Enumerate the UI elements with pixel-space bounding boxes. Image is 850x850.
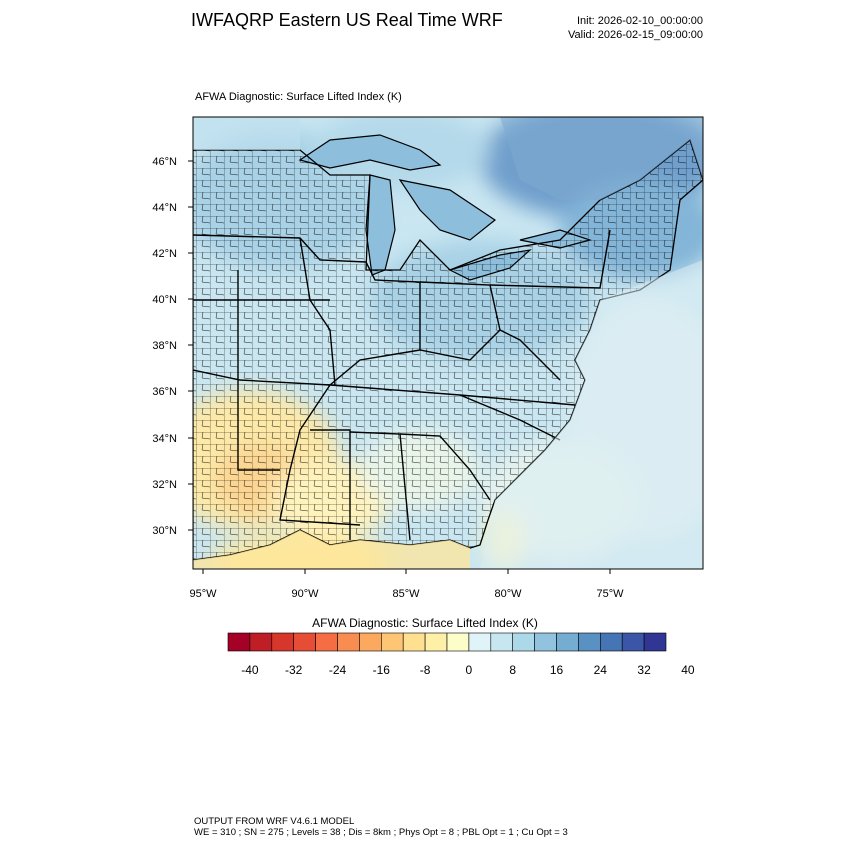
colorbar-swatch xyxy=(556,632,579,652)
lat-label: 40°N xyxy=(152,294,177,306)
colorbar-tick-label: 8 xyxy=(509,663,516,677)
latitude-axis: 46°N 44°N 42°N 40°N 38°N 36°N 34°N 32°N 30°N xyxy=(152,156,193,537)
colorbar-tick-label: -16 xyxy=(373,663,391,677)
colorbar-swatch xyxy=(512,632,535,652)
valid-time: Valid: 2026-02-15_09:00:00 xyxy=(568,29,703,41)
colorbar: -40 -32 -24 -16 -8 0 8 16 24 32 40 xyxy=(227,632,695,677)
colorbar-tick-label: 0 xyxy=(466,663,473,677)
colorbar-swatch xyxy=(337,632,360,652)
colorbar-swatch xyxy=(359,632,382,652)
lat-label: 46°N xyxy=(152,156,177,168)
colorbar-tick-label: 40 xyxy=(681,663,695,677)
plot-title: IWFAQRP Eastern US Real Time WRF xyxy=(191,10,503,30)
colorbar-swatch xyxy=(315,632,338,652)
init-valid-times: Init: 2026-02-10_00:00:00 Valid: 2026-02… xyxy=(568,14,703,42)
map-frame xyxy=(192,116,704,570)
gulf-of-mexico xyxy=(193,530,470,569)
colorbar-swatch xyxy=(271,632,294,652)
lon-label: 75°W xyxy=(596,588,624,600)
colorbar-tick-label: -32 xyxy=(285,663,303,677)
lat-label: 30°N xyxy=(152,525,177,537)
lon-label: 80°W xyxy=(494,588,522,600)
colorbar-swatch xyxy=(599,632,623,652)
colorbar-tick-label: -24 xyxy=(329,663,347,677)
colorbar-swatch xyxy=(643,632,667,652)
longitude-axis: 95°W 90°W 85°W 80°W 75°W xyxy=(189,569,624,600)
colorbar-title: AFWA Diagnostic: Surface Lifted Index (K… xyxy=(312,616,538,630)
map-subtitle: AFWA Diagnostic: Surface Lifted Index (K… xyxy=(195,91,402,103)
colorbar-tick-label: 24 xyxy=(594,663,608,677)
colorbar-tick-label: -40 xyxy=(241,663,259,677)
colorbar-swatch xyxy=(578,632,601,652)
atlantic-ocean xyxy=(480,260,703,569)
footer-line-1: OUTPUT FROM WRF V4.6.1 MODEL xyxy=(194,816,355,827)
lat-label: 44°N xyxy=(152,202,177,214)
lat-label: 38°N xyxy=(152,340,177,352)
state-boundaries xyxy=(193,229,611,541)
canada-region xyxy=(500,117,703,200)
lon-label: 90°W xyxy=(291,588,319,600)
lon-label: 85°W xyxy=(392,588,420,600)
map-plot-area xyxy=(193,117,703,569)
colorbar-swatch xyxy=(490,632,513,652)
colorbar-swatch xyxy=(293,632,316,652)
colorbar-swatch xyxy=(249,632,273,652)
lat-label: 32°N xyxy=(152,479,177,491)
lat-label: 42°N xyxy=(152,248,177,260)
colorbar-swatch xyxy=(380,632,404,652)
colorbar-swatch xyxy=(446,632,470,652)
model-footer: OUTPUT FROM WRF V4.6.1 MODEL WE = 310 ; … xyxy=(194,816,568,838)
canada-west-region xyxy=(193,117,300,150)
lat-label: 34°N xyxy=(152,433,177,445)
colorbar-swatch xyxy=(402,632,426,652)
colorbar-swatch xyxy=(621,632,645,652)
colorbar-swatch xyxy=(468,632,492,652)
footer-line-2: WE = 310 ; SN = 275 ; Levels = 38 ; Dis … xyxy=(194,827,568,838)
lat-label: 36°N xyxy=(152,386,177,398)
colorbar-swatch xyxy=(227,632,251,652)
init-time: Init: 2026-02-10_00:00:00 xyxy=(577,15,703,27)
colorbar-tick-label: 16 xyxy=(550,663,564,677)
colorbar-swatch xyxy=(534,632,557,652)
colorbar-tick-label: 32 xyxy=(637,663,651,677)
colorbar-swatch xyxy=(424,632,448,652)
colorbar-tick-label: -8 xyxy=(420,663,431,677)
lon-label: 95°W xyxy=(189,588,217,600)
